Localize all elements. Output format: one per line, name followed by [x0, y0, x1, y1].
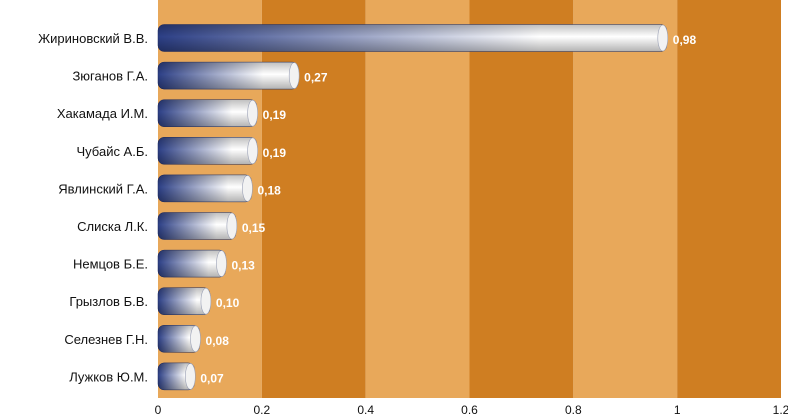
category-label: Селезнев Г.Н.	[64, 332, 148, 347]
bar-shading	[158, 174, 252, 202]
value-label: 0,18	[257, 183, 281, 197]
x-tick-label: 0	[155, 403, 162, 417]
x-tick-label: 0.4	[357, 403, 374, 417]
category-label: Слиска Л.К.	[77, 219, 148, 234]
x-axis-ticks: 0 0.2 0.4 0.6 0.8 1 1.2	[155, 403, 788, 417]
bar-end-cap	[247, 137, 258, 165]
value-label: 0,08	[206, 334, 230, 348]
value-label: 0,15	[242, 221, 266, 235]
bar-end-cap	[190, 325, 201, 353]
category-label: Явлинский Г.А.	[58, 181, 148, 196]
background-band	[677, 0, 781, 398]
bar-shading	[158, 287, 210, 315]
bar-shading	[158, 212, 236, 240]
background-band	[261, 0, 366, 398]
bar-end-cap	[657, 24, 669, 52]
bar-shading	[158, 362, 195, 390]
category-labels: Жириновский В.В. Зюганов Г.А. Хакамада И.М…	[38, 31, 148, 384]
bars-group: 0,98 0,27 0,19 0,19 0,18 0,15 0,13 0,10 0,08 0,07	[157, 24, 697, 391]
bar-shading	[158, 325, 200, 353]
x-tick-label: 0.6	[461, 403, 478, 417]
background-band	[469, 0, 574, 398]
bar-shading	[158, 250, 226, 278]
bar-shading	[158, 62, 299, 90]
background-band	[365, 0, 470, 398]
background-band	[573, 0, 678, 398]
x-tick-label: 1	[674, 403, 681, 417]
bar-shading	[158, 24, 667, 52]
plot-background-bands	[158, 0, 781, 398]
value-label: 0,98	[673, 33, 697, 47]
value-label: 0,19	[263, 108, 287, 122]
bar-shading	[158, 99, 257, 127]
category-label: Грызлов Б.В.	[69, 294, 148, 309]
bar-shading	[158, 137, 257, 165]
x-tick-label: 0.8	[565, 403, 582, 417]
value-label: 0,07	[200, 371, 224, 385]
value-label: 0,19	[263, 146, 287, 160]
category-label: Хакамада И.М.	[57, 106, 148, 121]
category-label: Зюганов Г.А.	[72, 69, 148, 84]
bar-end-cap	[247, 99, 258, 127]
value-label: 0,10	[216, 296, 240, 310]
x-tick-label: 1.2	[773, 403, 788, 417]
x-tick-label: 0.2	[253, 403, 270, 417]
value-label: 0,13	[231, 259, 255, 273]
value-label: 0,27	[304, 71, 328, 85]
category-label: Немцов Б.Е.	[73, 257, 148, 272]
bar-end-cap	[200, 287, 212, 315]
bar-end-cap	[216, 250, 227, 277]
bar-end-cap	[288, 62, 300, 89]
bar-end-cap	[242, 175, 253, 202]
bar-end-cap	[226, 212, 238, 240]
category-label: Жириновский В.В.	[38, 31, 148, 46]
bar-end-cap	[185, 363, 196, 390]
category-label: Чубайс А.Б.	[77, 144, 149, 159]
category-label: Лужков Ю.М.	[69, 369, 148, 384]
